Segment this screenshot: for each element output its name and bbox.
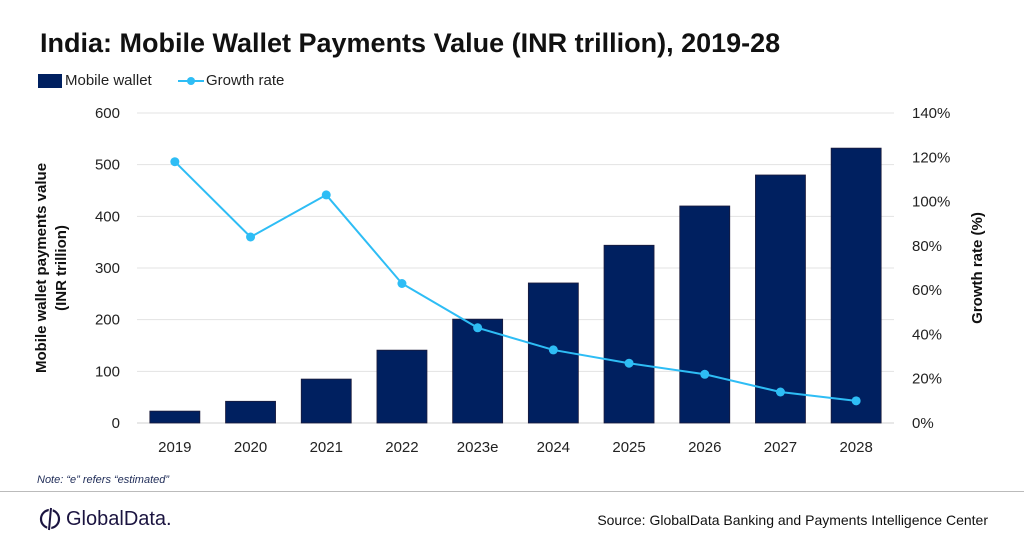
x-tick-label: 2019 <box>158 439 191 456</box>
x-tick-label: 2024 <box>537 439 570 456</box>
x-tick-label: 2028 <box>839 439 872 456</box>
legend-swatch-line <box>178 76 204 85</box>
y-tick-label-left: 100 <box>95 363 120 380</box>
growth-point-2022 <box>397 279 407 288</box>
y-axis-title-right: Growth rate (%) <box>969 212 986 324</box>
legend-item-mobile-wallet: Mobile wallet <box>38 72 152 89</box>
y-tick-label-left: 200 <box>95 312 120 329</box>
x-tick-label: 2022 <box>385 439 418 456</box>
globaldata-logo: GlobalData. <box>37 506 172 532</box>
x-tick-label: 2025 <box>612 439 645 456</box>
growth-point-2020 <box>246 232 256 242</box>
chart-plot: 0 100 200 300 400 500 600 0% 20% 40% 60% 80% 100% 120… <box>33 105 986 456</box>
bar-2027 <box>755 174 806 424</box>
y-tick-label-right: 40% <box>912 326 942 343</box>
bar-2023e <box>452 318 504 424</box>
bar-2028 <box>830 147 882 424</box>
bar-2020 <box>225 400 276 424</box>
growth-point-2026 <box>700 369 710 379</box>
growth-point-2021 <box>321 190 331 200</box>
y-tick-label-left: 300 <box>95 260 120 277</box>
x-tick-label: 2023e <box>457 439 499 456</box>
y-tick-label-left: 600 <box>95 105 120 122</box>
y-tick-label-left: 500 <box>95 157 120 174</box>
growth-point-2024 <box>548 345 558 355</box>
globaldata-logo-icon <box>39 506 61 532</box>
legend-item-growth-rate: Growth rate <box>178 72 284 89</box>
x-tick-label: 2026 <box>688 439 721 456</box>
legend-label: Growth rate <box>206 72 285 89</box>
y-tick-label-right: 120% <box>912 149 950 166</box>
chart-title: India: Mobile Wallet Payments Value (INR… <box>40 28 781 58</box>
y-tick-label-right: 100% <box>912 194 950 211</box>
growth-point-2027 <box>775 387 785 397</box>
growth-point-2019 <box>170 157 180 167</box>
bar-2025 <box>603 244 655 424</box>
bar-2019 <box>149 410 201 424</box>
x-tick-label: 2021 <box>310 439 343 456</box>
growth-point-2028 <box>851 396 861 406</box>
x-tick-label: 2020 <box>234 439 267 456</box>
y-tick-label-right: 140% <box>912 105 950 122</box>
legend-label: Mobile wallet <box>65 72 152 89</box>
bar-2022 <box>376 349 428 424</box>
logo-text: GlobalData. <box>66 507 172 530</box>
y-tick-label-right: 0% <box>912 415 934 432</box>
divider <box>0 491 1024 492</box>
y-tick-label-left: 400 <box>95 208 120 225</box>
bar-2021 <box>300 378 352 424</box>
y-tick-label-right: 60% <box>912 282 942 299</box>
bar-2026 <box>679 205 731 424</box>
y-tick-label-right: 20% <box>912 371 942 388</box>
growth-point-2023e <box>473 323 483 333</box>
growth-rate-line <box>174 161 857 402</box>
x-tick-label: 2027 <box>764 439 797 456</box>
y-tick-label-right: 80% <box>912 238 942 255</box>
footnote: Note: “e” refers “estimated” <box>37 474 170 486</box>
growth-point-2025 <box>624 358 634 368</box>
source-text: Source: GlobalData Banking and Payments … <box>597 512 988 528</box>
y-tick-label-left: 0 <box>112 415 120 432</box>
legend-swatch-bar <box>38 73 62 88</box>
y-axis-title-left: Mobile wallet payments value (INR trillio… <box>33 163 70 373</box>
